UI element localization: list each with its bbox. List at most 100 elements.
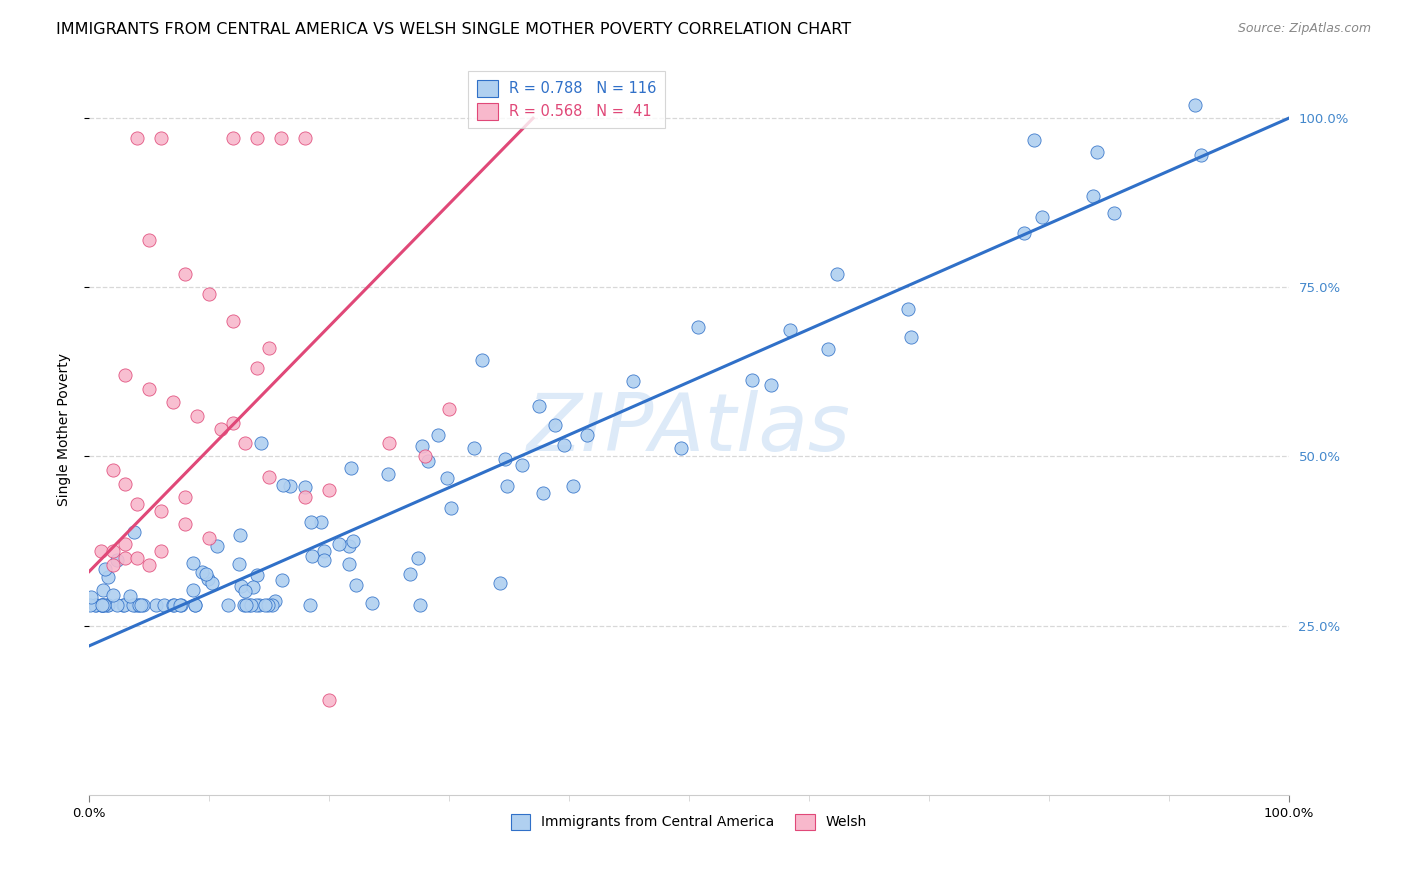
Point xyxy=(250,436,273,450)
Point xyxy=(271,573,294,587)
Point xyxy=(97,569,120,583)
Point xyxy=(337,558,360,572)
Point xyxy=(340,461,363,475)
Y-axis label: Single Mother Poverty: Single Mother Poverty xyxy=(58,353,72,506)
Point xyxy=(129,599,152,613)
Point xyxy=(184,599,207,613)
Point xyxy=(90,544,112,558)
Point xyxy=(183,556,205,570)
Point xyxy=(191,565,214,579)
Point xyxy=(90,599,112,613)
Point xyxy=(1022,133,1045,147)
Point xyxy=(257,599,280,613)
Point xyxy=(138,233,160,247)
Point xyxy=(527,399,550,413)
Point xyxy=(138,382,160,396)
Point xyxy=(299,515,322,529)
Point xyxy=(245,599,267,613)
Point xyxy=(174,517,197,532)
Point xyxy=(278,479,301,493)
Point xyxy=(246,568,269,582)
Point xyxy=(294,490,316,504)
Point xyxy=(270,131,292,145)
Point xyxy=(93,562,115,576)
Point xyxy=(112,599,135,613)
Point xyxy=(1184,97,1206,112)
Point xyxy=(360,596,382,610)
Point xyxy=(494,451,516,466)
Point xyxy=(562,479,585,493)
Point xyxy=(233,436,256,450)
Point xyxy=(440,500,463,515)
Point xyxy=(103,463,125,477)
Text: IMMIGRANTS FROM CENTRAL AMERICA VS WELSH SINGLE MOTHER POVERTY CORRELATION CHART: IMMIGRANTS FROM CENTRAL AMERICA VS WELSH… xyxy=(56,22,852,37)
Point xyxy=(84,599,107,613)
Point xyxy=(246,131,269,145)
Point xyxy=(209,422,232,436)
Point xyxy=(263,594,285,608)
Point xyxy=(817,342,839,356)
Point xyxy=(217,599,239,613)
Point xyxy=(128,599,150,613)
Point xyxy=(124,524,146,539)
Point xyxy=(312,553,335,567)
Point xyxy=(162,395,184,409)
Point xyxy=(741,373,763,387)
Point xyxy=(201,576,224,591)
Point xyxy=(378,436,401,450)
Point xyxy=(107,599,129,613)
Point xyxy=(96,599,118,613)
Point xyxy=(90,599,112,613)
Point xyxy=(120,589,142,603)
Point xyxy=(344,578,367,592)
Point xyxy=(132,599,155,613)
Point xyxy=(406,550,429,565)
Point xyxy=(257,341,280,355)
Point xyxy=(271,477,294,491)
Point xyxy=(103,558,125,572)
Point xyxy=(114,476,136,491)
Text: ZIPAtlas: ZIPAtlas xyxy=(527,391,851,468)
Point xyxy=(103,544,125,558)
Point xyxy=(235,599,257,613)
Point xyxy=(242,580,264,594)
Point xyxy=(427,427,450,442)
Point xyxy=(825,267,848,281)
Point xyxy=(80,591,103,605)
Point xyxy=(163,599,186,613)
Point xyxy=(228,528,250,542)
Point xyxy=(544,417,567,432)
Point xyxy=(169,599,191,613)
Point xyxy=(150,131,173,145)
Point xyxy=(377,467,399,481)
Point xyxy=(233,599,256,613)
Point xyxy=(900,330,922,344)
Point xyxy=(229,579,252,593)
Point xyxy=(249,599,271,613)
Point xyxy=(127,131,149,145)
Point xyxy=(488,576,510,591)
Point xyxy=(416,454,439,468)
Point xyxy=(162,599,184,613)
Point xyxy=(342,533,364,548)
Point xyxy=(253,599,276,613)
Point xyxy=(471,353,494,368)
Point xyxy=(183,599,205,613)
Point xyxy=(436,471,458,485)
Point xyxy=(205,539,228,553)
Point xyxy=(437,402,460,417)
Point xyxy=(121,599,143,613)
Point xyxy=(170,599,193,613)
Point xyxy=(103,588,125,602)
Point xyxy=(312,544,335,558)
Point xyxy=(93,599,115,613)
Point xyxy=(198,287,221,301)
Point xyxy=(79,599,101,613)
Point xyxy=(198,531,221,545)
Point xyxy=(1081,188,1104,202)
Point xyxy=(1085,145,1108,160)
Point xyxy=(531,486,554,500)
Point xyxy=(114,550,136,565)
Point xyxy=(183,582,205,597)
Point xyxy=(197,573,219,587)
